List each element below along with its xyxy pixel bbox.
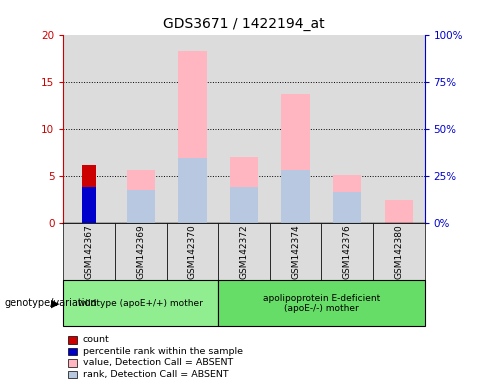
Bar: [282, 170, 310, 223]
Bar: [333, 192, 362, 223]
Bar: [230, 187, 258, 223]
Text: GSM142369: GSM142369: [136, 224, 145, 279]
Text: wildtype (apoE+/+) mother: wildtype (apoE+/+) mother: [79, 299, 203, 308]
Text: apolipoprotein E-deficient
(apoE-/-) mother: apolipoprotein E-deficient (apoE-/-) mot…: [263, 294, 380, 313]
Text: count: count: [83, 335, 110, 344]
Text: GSM142367: GSM142367: [85, 224, 94, 279]
Bar: [282, 94, 310, 223]
Bar: [333, 175, 362, 223]
Bar: [115, 35, 166, 223]
Bar: [63, 35, 115, 223]
Bar: [166, 35, 218, 223]
Bar: [385, 200, 413, 223]
Bar: [127, 190, 155, 223]
Text: GSM142380: GSM142380: [394, 224, 403, 279]
Text: percentile rank within the sample: percentile rank within the sample: [83, 347, 243, 356]
Text: GSM142374: GSM142374: [291, 224, 300, 279]
Bar: [270, 35, 322, 223]
Bar: [230, 157, 258, 223]
Text: ▶: ▶: [51, 298, 60, 308]
Bar: [178, 158, 206, 223]
Text: GSM142370: GSM142370: [188, 224, 197, 279]
Bar: [373, 35, 425, 223]
Text: GDS3671 / 1422194_at: GDS3671 / 1422194_at: [163, 17, 325, 31]
Bar: [218, 35, 270, 223]
Text: GSM142376: GSM142376: [343, 224, 352, 279]
Text: rank, Detection Call = ABSENT: rank, Detection Call = ABSENT: [83, 370, 228, 379]
Bar: [322, 35, 373, 223]
Bar: [82, 187, 96, 223]
Bar: [82, 166, 96, 223]
Text: genotype/variation: genotype/variation: [5, 298, 98, 308]
Text: GSM142372: GSM142372: [240, 224, 248, 279]
Bar: [127, 170, 155, 223]
Bar: [178, 51, 206, 223]
Text: value, Detection Call = ABSENT: value, Detection Call = ABSENT: [83, 358, 233, 367]
